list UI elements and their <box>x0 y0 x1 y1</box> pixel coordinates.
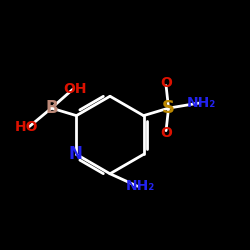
Text: B: B <box>45 99 58 117</box>
Text: N: N <box>68 145 82 164</box>
Text: O: O <box>160 76 172 90</box>
Text: NH₂: NH₂ <box>126 179 154 193</box>
Text: OH: OH <box>64 82 87 96</box>
Text: S: S <box>162 99 175 117</box>
Text: NH₂: NH₂ <box>186 96 216 110</box>
Text: HO: HO <box>15 120 38 134</box>
Text: O: O <box>160 126 172 140</box>
